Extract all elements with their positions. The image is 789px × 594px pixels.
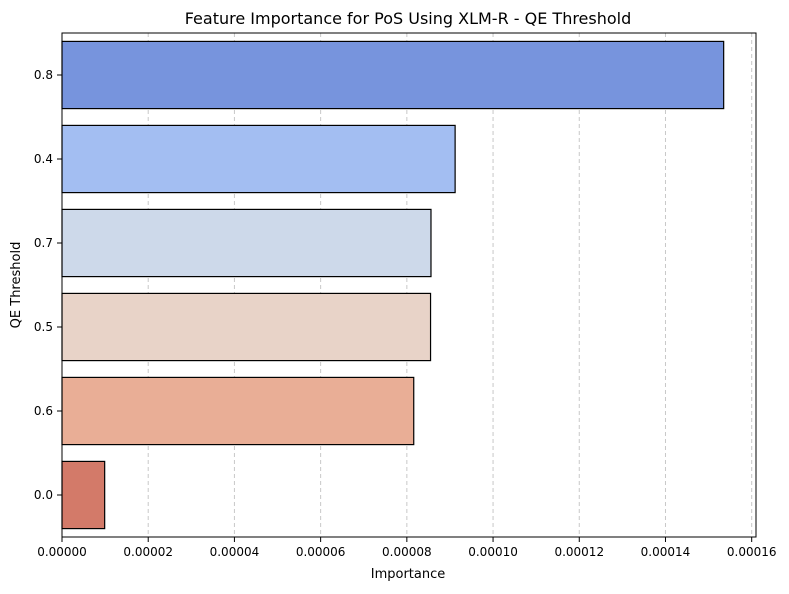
y-tick-label: 0.6	[34, 404, 53, 418]
bar-0-4	[61, 124, 456, 194]
y-tick-label: 0.8	[34, 68, 53, 82]
y-axis-ticks: 0.8 0.4 0.7 0.5 0.6 0.0	[34, 68, 62, 502]
x-axis-ticks: 0.00000 0.00002 0.00004 0.00006 0.00008 0.000…	[37, 537, 777, 559]
y-tick-label: 0.4	[34, 152, 53, 166]
bar-0-6	[61, 376, 415, 446]
x-tick-label: 0.00010	[468, 545, 518, 559]
bar-0-7	[61, 208, 432, 278]
x-tick-label: 0.00000	[37, 545, 87, 559]
x-tick-label: 0.00014	[641, 545, 691, 559]
y-tick-label: 0.0	[34, 488, 53, 502]
x-tick-label: 0.00002	[123, 545, 173, 559]
plot-frame	[61, 32, 757, 538]
chart-title: Feature Importance for PoS Using XLM-R -…	[185, 9, 632, 28]
y-tick-label: 0.5	[34, 320, 53, 334]
y-axis-label: QE Threshold	[9, 242, 24, 329]
x-axis-label: Importance	[371, 567, 446, 582]
y-tick-label: 0.7	[34, 236, 53, 250]
bar-0-8	[61, 40, 725, 110]
grid-lines	[61, 33, 753, 537]
x-tick-label: 0.00016	[727, 545, 777, 559]
x-tick-label: 0.00012	[554, 545, 604, 559]
bar-0-0	[61, 460, 106, 530]
x-tick-label: 0.00008	[382, 545, 432, 559]
x-tick-label: 0.00004	[210, 545, 260, 559]
bars	[61, 40, 725, 530]
bar-0-5	[61, 292, 432, 362]
x-tick-label: 0.00006	[296, 545, 346, 559]
